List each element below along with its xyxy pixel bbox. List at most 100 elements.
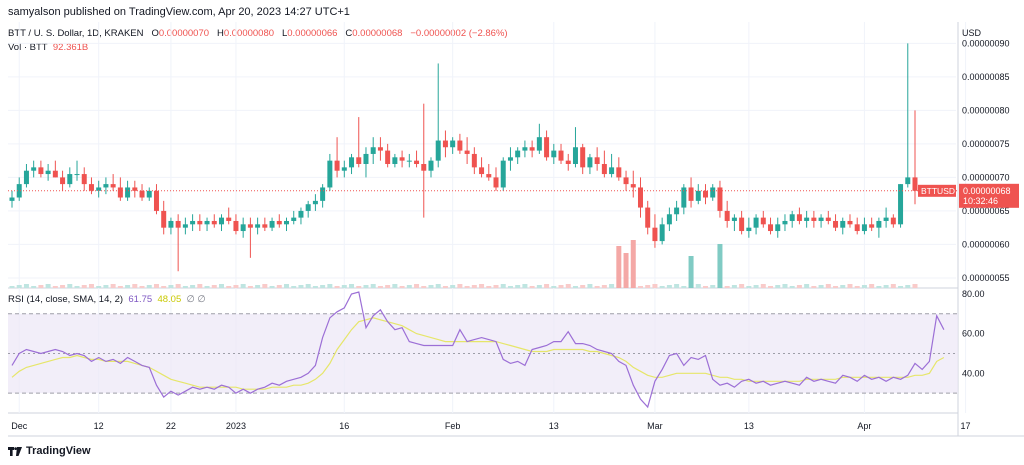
candle-body [442, 140, 448, 148]
candle-body [898, 184, 904, 225]
rsi-label[interactable]: RSI (14, close, SMA, 14, 2) [8, 294, 124, 305]
candle-body [493, 177, 499, 188]
candle-body [796, 214, 802, 221]
volume-bar [746, 286, 752, 288]
volume-label[interactable]: Vol · BTT [8, 42, 48, 53]
candle-body [139, 190, 145, 198]
candle-body [890, 217, 896, 225]
symbol-tag-label: BTTUSD [921, 186, 955, 196]
candle-body [457, 140, 463, 151]
volume-bar [262, 284, 268, 288]
volume-bar [125, 285, 131, 288]
volume-bar [739, 284, 745, 288]
candle-body [652, 227, 658, 242]
volume-bar [9, 286, 15, 288]
candle-body [233, 220, 239, 232]
candle-body [103, 184, 109, 188]
candle-body [190, 220, 196, 225]
candle-body [23, 170, 29, 185]
candle-body [96, 187, 102, 191]
candle-body [363, 153, 369, 164]
candle-body [876, 220, 882, 228]
rsi-empty-icons: ∅ ∅ [186, 294, 206, 305]
volume-bar [717, 244, 723, 288]
volume-bar [601, 285, 607, 288]
candle-body [9, 197, 15, 201]
time-tick-label: Apr [857, 421, 871, 431]
rsi-value: 61.75 [128, 294, 153, 305]
volume-bar [580, 285, 586, 288]
time-tick-label: 17 [961, 421, 971, 431]
change-value: −0.00000002 (−2.86%) [410, 28, 508, 39]
candle-body [414, 160, 420, 164]
candle-body [674, 207, 680, 215]
candle-body [88, 184, 94, 191]
time-tick-label: Dec [11, 421, 28, 431]
candle-body [710, 187, 716, 198]
candle-body [703, 190, 709, 198]
candle-body [262, 224, 268, 228]
volume-bar [551, 286, 557, 288]
candle-body [768, 224, 774, 232]
candle-body [255, 224, 261, 228]
time-tick-label: 16 [339, 421, 349, 431]
volume-bar [377, 286, 383, 288]
candle-body [616, 167, 622, 178]
candle-body [377, 147, 383, 151]
last-price-value: 0.00000068 [963, 186, 1011, 196]
volume-bar [898, 286, 904, 288]
volume-bar [890, 284, 896, 288]
price-tick-label: 0.00000075 [962, 139, 1010, 149]
volume-bar [674, 284, 680, 288]
candle-body [38, 167, 44, 175]
candle-body [847, 220, 853, 225]
volume-bar [666, 285, 672, 288]
volume-bar [211, 285, 217, 288]
volume-bar [457, 284, 463, 288]
candle-body [175, 220, 181, 228]
candle-body [110, 184, 116, 188]
candle-body [760, 217, 766, 225]
volume-bar [753, 285, 759, 288]
volume-bar [81, 285, 87, 288]
candle-body [385, 150, 391, 164]
volume-bar [204, 286, 210, 288]
candle-body [269, 220, 275, 228]
volume-bar [840, 285, 846, 288]
volume-bar [334, 286, 340, 288]
candle-body [551, 150, 557, 158]
price-tick-label: 0.00000080 [962, 105, 1010, 115]
candle-body [565, 160, 571, 164]
high-value: 0.00000080 [223, 28, 275, 39]
volume-bar [587, 284, 593, 288]
candle-body [623, 177, 629, 185]
symbol-title[interactable]: BTT / U. S. Dollar, 1D, KRAKEN [8, 28, 144, 39]
volume-bar [818, 285, 824, 288]
candle-body [312, 200, 318, 205]
volume-bar [768, 286, 774, 288]
candle-body [746, 227, 752, 232]
price-tick-label: 0.00000070 [962, 172, 1010, 182]
volume-bar [190, 285, 196, 288]
volume-value: 92.361B [52, 42, 89, 53]
volume-bar [861, 285, 867, 288]
candle-body [753, 217, 759, 228]
volume-bar [23, 284, 29, 288]
candle-body [486, 174, 492, 178]
volume-bar [226, 286, 232, 288]
candle-body [356, 157, 362, 164]
volume-bar [825, 284, 831, 288]
footer-brand[interactable]: TradingView [8, 445, 91, 457]
volume-bar [117, 286, 123, 288]
volume-bar [132, 284, 138, 288]
candle-body [117, 187, 123, 198]
volume-bar [356, 286, 362, 288]
candle-body [211, 220, 217, 225]
candle-body [392, 157, 398, 164]
volume-bar [240, 284, 246, 288]
candle-body [16, 184, 22, 198]
volume-bar [464, 286, 470, 288]
volume-bar [450, 285, 456, 288]
price-tick-label: 0.00000090 [962, 38, 1010, 48]
